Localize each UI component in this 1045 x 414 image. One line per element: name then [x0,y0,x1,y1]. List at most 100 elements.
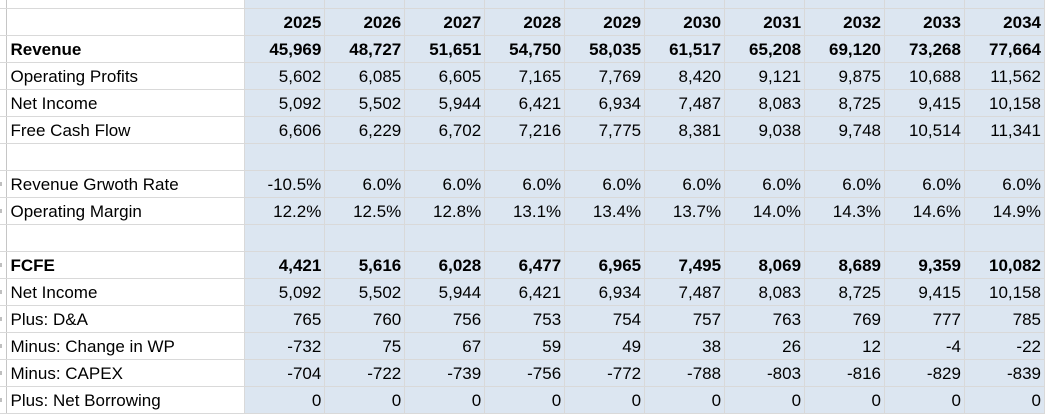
value-cell[interactable]: 0 [804,386,885,414]
value-cell[interactable]: 765 [244,305,326,333]
value-cell[interactable]: 6,028 [404,251,486,279]
empty-cell[interactable] [564,224,646,252]
year-header-cell[interactable]: 2030 [644,8,726,36]
value-cell[interactable]: 67 [404,332,486,360]
value-cell[interactable]: 6.0% [804,170,885,198]
value-cell[interactable]: 7,216 [484,116,566,144]
value-cell[interactable]: 5,092 [244,89,326,117]
empty-cell[interactable] [964,224,1045,252]
grid-cell[interactable] [324,0,406,9]
row-label-cell[interactable]: Minus: Change in WP [6,332,246,360]
value-cell[interactable]: 7,495 [644,251,726,279]
value-cell[interactable]: 8,725 [804,278,885,306]
year-header-cell[interactable]: 2028 [484,8,566,36]
value-cell[interactable]: 12.5% [324,197,406,225]
year-header-cell[interactable]: 2025 [244,8,326,36]
empty-cell[interactable] [484,143,566,171]
value-cell[interactable]: 6,085 [324,62,406,90]
empty-cell[interactable] [244,143,326,171]
value-cell[interactable]: -739 [404,359,486,387]
value-cell[interactable]: 5,944 [404,278,486,306]
value-cell[interactable]: 10,514 [884,116,965,144]
value-cell[interactable]: 73,268 [884,35,965,63]
row-label-cell[interactable]: Operating Margin [6,197,246,225]
value-cell[interactable]: 0 [644,386,726,414]
empty-cell[interactable] [964,143,1045,171]
value-cell[interactable]: 760 [324,305,406,333]
grid-cell[interactable] [884,0,965,9]
value-cell[interactable]: 8,420 [644,62,726,90]
row-label-cell[interactable]: Net Income [6,278,246,306]
grid-cell[interactable] [564,0,646,9]
value-cell[interactable]: 10,082 [964,251,1045,279]
value-cell[interactable]: 0 [324,386,406,414]
value-cell[interactable]: 13.1% [484,197,566,225]
empty-cell[interactable] [404,224,486,252]
value-cell[interactable]: 7,775 [564,116,646,144]
empty-cell[interactable] [724,143,806,171]
value-cell[interactable]: 0 [244,386,326,414]
empty-cell[interactable] [244,224,326,252]
row-label-cell[interactable]: Free Cash Flow [6,116,246,144]
value-cell[interactable]: 7,487 [644,89,726,117]
value-cell[interactable]: 6.0% [404,170,486,198]
grid-cell[interactable] [484,0,566,9]
value-cell[interactable]: -772 [564,359,646,387]
value-cell[interactable]: -4 [884,332,965,360]
value-cell[interactable]: 6.0% [564,170,646,198]
empty-cell[interactable] [884,143,965,171]
value-cell[interactable]: -816 [804,359,885,387]
value-cell[interactable]: 0 [884,386,965,414]
value-cell[interactable]: 6.0% [324,170,406,198]
value-cell[interactable]: 9,748 [804,116,885,144]
value-cell[interactable]: 763 [724,305,806,333]
value-cell[interactable]: 58,035 [564,35,646,63]
empty-cell[interactable] [804,143,885,171]
value-cell[interactable]: 11,562 [964,62,1045,90]
value-cell[interactable]: 8,069 [724,251,806,279]
value-cell[interactable]: 5,092 [244,278,326,306]
value-cell[interactable]: 6,421 [484,89,566,117]
value-cell[interactable]: 14.0% [724,197,806,225]
value-cell[interactable]: 6,605 [404,62,486,90]
year-header-cell[interactable]: 2033 [884,8,965,36]
value-cell[interactable]: 6,421 [484,278,566,306]
row-label-cell[interactable] [6,143,246,171]
value-cell[interactable]: 59 [484,332,566,360]
value-cell[interactable]: 9,121 [724,62,806,90]
value-cell[interactable]: 10,158 [964,278,1045,306]
value-cell[interactable]: 45,969 [244,35,326,63]
value-cell[interactable]: 10,158 [964,89,1045,117]
value-cell[interactable]: 8,725 [804,89,885,117]
empty-cell[interactable] [804,224,885,252]
year-header-cell[interactable]: 2032 [804,8,885,36]
value-cell[interactable]: 51,651 [404,35,486,63]
value-cell[interactable]: -839 [964,359,1045,387]
value-cell[interactable]: 69,120 [804,35,885,63]
value-cell[interactable]: 6.0% [484,170,566,198]
value-cell[interactable]: 753 [484,305,566,333]
value-cell[interactable]: -732 [244,332,326,360]
empty-cell[interactable] [644,224,726,252]
empty-cell[interactable] [324,224,406,252]
value-cell[interactable]: 14.9% [964,197,1045,225]
value-cell[interactable]: 12.2% [244,197,326,225]
value-cell[interactable]: -10.5% [244,170,326,198]
value-cell[interactable]: 0 [964,386,1045,414]
value-cell[interactable]: -788 [644,359,726,387]
value-cell[interactable]: 754 [564,305,646,333]
value-cell[interactable]: 6,606 [244,116,326,144]
value-cell[interactable]: 26 [724,332,806,360]
empty-cell[interactable] [484,224,566,252]
row-label-cell[interactable]: Minus: CAPEX [6,359,246,387]
value-cell[interactable]: -756 [484,359,566,387]
value-cell[interactable]: 9,415 [884,89,965,117]
value-cell[interactable]: 6.0% [644,170,726,198]
value-cell[interactable]: 9,875 [804,62,885,90]
year-header-cell[interactable]: 2031 [724,8,806,36]
value-cell[interactable]: 61,517 [644,35,726,63]
value-cell[interactable]: -22 [964,332,1045,360]
value-cell[interactable]: 65,208 [724,35,806,63]
year-header-cell[interactable]: 2029 [564,8,646,36]
empty-cell[interactable] [404,143,486,171]
